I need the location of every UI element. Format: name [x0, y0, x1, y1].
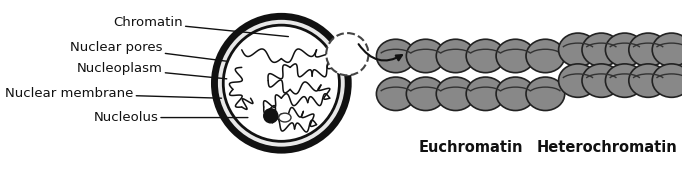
Text: Heterochromatin: Heterochromatin [536, 140, 677, 155]
Ellipse shape [629, 64, 667, 97]
Ellipse shape [436, 77, 475, 110]
Text: Nuclear membrane: Nuclear membrane [5, 87, 221, 100]
Ellipse shape [279, 113, 291, 122]
Ellipse shape [606, 33, 644, 66]
Ellipse shape [582, 33, 621, 66]
Circle shape [214, 16, 348, 150]
Text: Nucleolus: Nucleolus [93, 111, 248, 124]
Ellipse shape [526, 77, 564, 110]
Ellipse shape [582, 64, 621, 97]
Ellipse shape [406, 39, 445, 73]
Circle shape [326, 33, 369, 75]
Ellipse shape [496, 77, 535, 110]
Ellipse shape [526, 39, 564, 73]
Ellipse shape [558, 64, 597, 97]
Ellipse shape [652, 33, 685, 66]
Circle shape [223, 25, 340, 141]
Text: Chromatin: Chromatin [113, 16, 288, 37]
Ellipse shape [406, 77, 445, 110]
Ellipse shape [466, 77, 505, 110]
Ellipse shape [558, 33, 597, 66]
Ellipse shape [466, 39, 505, 73]
FancyArrowPatch shape [358, 44, 402, 61]
Ellipse shape [436, 39, 475, 73]
Ellipse shape [629, 33, 667, 66]
Circle shape [264, 109, 278, 123]
Text: Euchromatin: Euchromatin [419, 140, 523, 155]
Ellipse shape [652, 64, 685, 97]
Ellipse shape [496, 39, 535, 73]
Text: Nucleoplasm: Nucleoplasm [77, 62, 227, 79]
Text: Nuclear pores: Nuclear pores [70, 41, 227, 61]
Ellipse shape [376, 39, 415, 73]
Ellipse shape [606, 64, 644, 97]
Ellipse shape [376, 77, 415, 110]
